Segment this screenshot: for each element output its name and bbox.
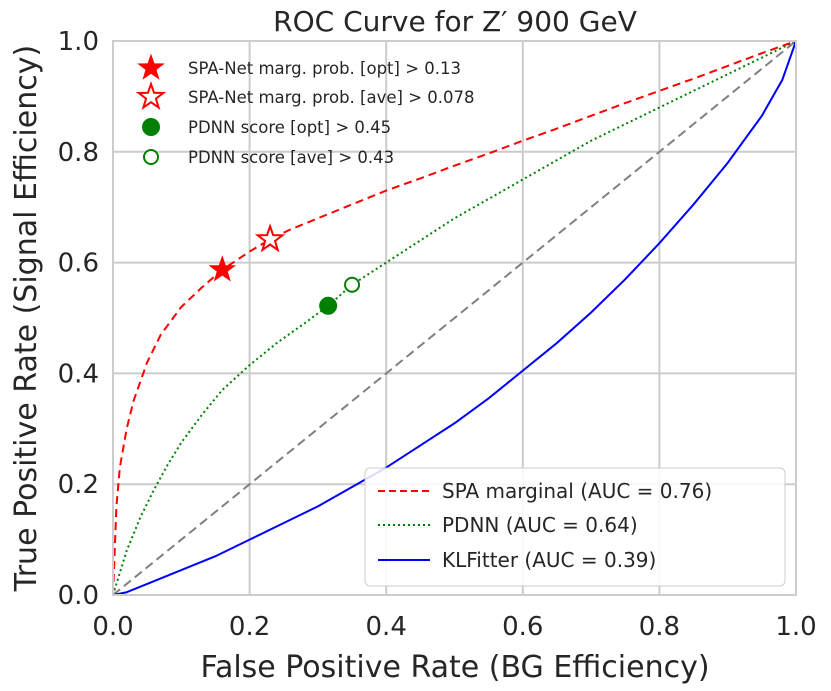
marker-legend-symbol-0 <box>137 53 165 80</box>
threshold-markers <box>208 223 361 315</box>
x-tick-label: 0.4 <box>366 612 407 642</box>
chart-title: ROC Curve for Z′ 900 GeV <box>273 5 637 38</box>
y-tick-label: 0.2 <box>58 470 99 500</box>
marker-point-1 <box>254 223 286 253</box>
line-legend-box <box>364 467 786 587</box>
y-tick-label: 1.0 <box>58 27 99 57</box>
x-tick-label: 0.2 <box>229 612 270 642</box>
plot-frame <box>112 40 797 596</box>
y-tick-label: 0.6 <box>58 249 99 279</box>
y-ticks: 0.0 0.2 0.4 0.6 0.8 1.0 <box>58 27 99 611</box>
grid <box>112 40 797 596</box>
marker-legend-label-0: SPA-Net marg. prob. [opt] > 0.13 <box>188 59 461 78</box>
x-tick-label: 0.6 <box>502 612 543 642</box>
series-line-random <box>112 40 797 596</box>
marker-legend: SPA-Net marg. prob. [opt] > 0.13 SPA-Net… <box>135 53 475 167</box>
marker-legend-symbol-1 <box>135 80 167 110</box>
x-tick-label: 0.8 <box>639 612 680 642</box>
x-ticks: 0.0 0.2 0.4 0.6 0.8 1.0 <box>92 612 816 642</box>
marker-legend-label-2: PDNN score [opt] > 0.45 <box>188 118 391 137</box>
x-axis-label: False Positive Rate (BG Efficiency) <box>200 650 709 685</box>
marker-point-2 <box>319 296 338 315</box>
y-tick-label: 0.4 <box>58 359 99 389</box>
y-axis-label: True Positive Rate (Signal Efficiency) <box>9 45 44 592</box>
marker-point-0 <box>208 255 237 282</box>
marker-legend-label-1: SPA-Net marg. prob. [ave] > 0.078 <box>188 88 475 107</box>
line-legend: SPA marginal (AUC = 0.76) PDNN (AUC = 0.… <box>364 467 786 587</box>
legend-label-klfitter: KLFitter (AUC = 0.39) <box>442 548 656 572</box>
x-tick-label: 0.0 <box>92 612 133 642</box>
marker-legend-symbols <box>135 53 167 165</box>
legend-label-pdnn: PDNN (AUC = 0.64) <box>442 513 638 537</box>
y-tick-label: 0.0 <box>58 581 99 611</box>
x-tick-label: 1.0 <box>775 612 816 642</box>
y-tick-label: 0.8 <box>58 138 99 168</box>
marker-point-3 <box>344 276 361 293</box>
marker-legend-label-3: PDNN score [ave] > 0.43 <box>188 148 394 167</box>
marker-legend-symbol-2 <box>142 118 160 136</box>
series-line-klfitter <box>112 40 797 596</box>
legend-label-spa: SPA marginal (AUC = 0.76) <box>442 479 712 503</box>
marker-legend-symbol-3 <box>143 149 159 165</box>
series-line-spa <box>112 40 797 596</box>
